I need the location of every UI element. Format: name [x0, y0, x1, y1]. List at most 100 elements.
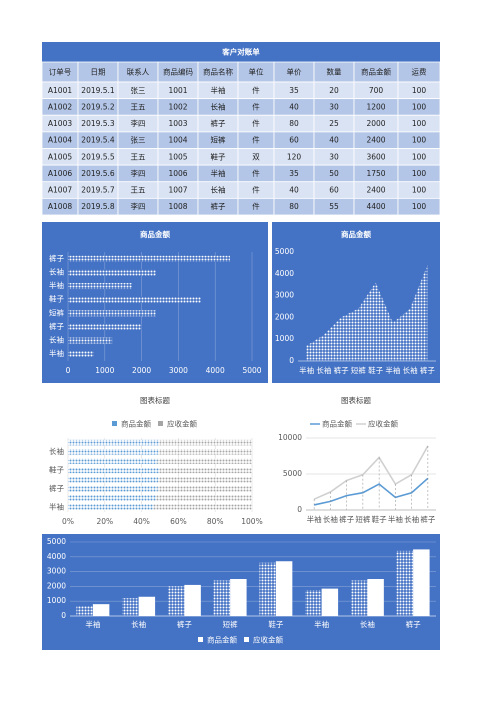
x-tick-label: 裤子 — [177, 619, 192, 629]
header-text: 日期 — [91, 68, 106, 77]
bar-segment — [156, 495, 252, 501]
area — [306, 265, 428, 361]
row-text: 1004 — [168, 136, 187, 145]
chart-title: 商品金额 — [341, 229, 371, 239]
chart-title: 图表标题 — [341, 395, 371, 405]
bar — [396, 550, 414, 616]
bar — [76, 605, 93, 616]
bar — [68, 351, 94, 358]
x-tick-label: 0% — [62, 517, 74, 526]
row-text: A1005 — [48, 152, 72, 161]
row-text: 1001 — [168, 86, 187, 95]
x-tick-label: 3000 — [169, 366, 188, 375]
x-tick-label: 80% — [207, 517, 224, 526]
y-tick-label: 5000 — [47, 537, 66, 546]
row-text: 裤子 — [211, 201, 226, 211]
bar — [68, 269, 157, 276]
row-text: 长袖 — [211, 101, 226, 111]
bar — [92, 604, 110, 616]
legend-swatch — [158, 421, 163, 426]
y-tick-label: 半袖 — [49, 501, 64, 511]
x-tick-label: 长袖 — [404, 514, 419, 524]
y-tick-label: 长袖 — [49, 446, 64, 456]
header-text: 商品编码 — [163, 67, 193, 77]
bar — [68, 323, 142, 330]
x-tick-label: 裤子 — [420, 514, 435, 524]
row-text: 100 — [412, 119, 427, 128]
y-tick-label: 1000 — [47, 596, 66, 605]
chart-title: 图表标题 — [140, 395, 170, 405]
legend-label: 商品金额 — [207, 635, 237, 645]
x-tick-label: 长袖 — [131, 619, 146, 629]
bar-segment — [68, 486, 158, 492]
bar — [68, 255, 230, 262]
row-text: 鞋子 — [211, 151, 226, 161]
bar-segment — [68, 458, 158, 464]
row-text: 1003 — [168, 119, 187, 128]
row-cell — [397, 197, 441, 216]
bar — [275, 561, 293, 616]
header-text: 联系人 — [127, 67, 150, 77]
row-text: 件 — [252, 185, 260, 195]
y-tick-label: 裤子 — [49, 253, 64, 263]
x-tick-label: 20% — [96, 517, 113, 526]
bar — [68, 310, 157, 317]
row-text: 60 — [329, 186, 339, 195]
y-tick-label: 裤子 — [49, 483, 64, 493]
row-text: 40 — [289, 102, 299, 111]
x-tick-label: 半袖 — [388, 514, 403, 524]
x-tick-label: 鞋子 — [268, 619, 283, 629]
row-text: 100 — [412, 136, 427, 145]
x-tick-label: 裤子 — [420, 365, 435, 375]
row-text: 30 — [329, 102, 339, 111]
legend-swatch — [244, 637, 249, 642]
row-text: 王五 — [131, 186, 146, 195]
row-text: 件 — [252, 85, 260, 95]
row-text: 2400 — [366, 186, 385, 195]
bar — [230, 579, 247, 616]
row-text: 件 — [252, 201, 260, 211]
row-text: A1006 — [48, 169, 72, 178]
row-text: 1200 — [366, 102, 385, 111]
x-tick-label: 4000 — [206, 366, 225, 375]
row-text: 1008 — [168, 202, 187, 211]
y-tick-label: 0 — [297, 505, 302, 514]
header-text: 单位 — [249, 67, 264, 77]
bar-segment — [68, 439, 159, 446]
x-tick-label: 40% — [133, 517, 150, 526]
row-text: 2019.5.5 — [81, 152, 115, 161]
row-text: 100 — [412, 86, 427, 95]
row-text: 1005 — [168, 152, 187, 161]
legend-swatch — [198, 637, 203, 642]
row-text: 20 — [329, 86, 339, 95]
row-text: 4400 — [366, 202, 385, 211]
x-tick-label: 100% — [241, 517, 262, 526]
x-tick-label: 裤子 — [334, 365, 349, 375]
row-text: 2019.5.1 — [81, 86, 115, 95]
legend-label: 商品金额 — [121, 419, 151, 429]
x-tick-label: 60% — [170, 517, 187, 526]
bar-segment — [68, 449, 159, 455]
header-text: 商品金额 — [361, 67, 391, 77]
y-tick-label: 长袖 — [49, 335, 64, 345]
x-tick-label: 半袖 — [299, 365, 314, 375]
y-tick-label: 半袖 — [49, 280, 64, 290]
row-text: 50 — [329, 169, 339, 178]
bar — [367, 579, 384, 616]
y-tick-label: 半袖 — [49, 348, 64, 358]
x-tick-label: 1000 — [95, 366, 114, 375]
x-tick-label: 半袖 — [307, 514, 322, 524]
bar-segment — [157, 458, 252, 464]
row-text: 王五 — [131, 102, 146, 111]
y-tick-label: 0 — [289, 356, 294, 365]
row-text: 长袖 — [211, 185, 226, 195]
table-title: 客户对账单 — [221, 47, 260, 57]
row-text: 25 — [329, 119, 339, 128]
y-tick-label: 5000 — [283, 469, 302, 478]
row-text: 件 — [252, 168, 260, 178]
x-tick-label: 短裤 — [351, 365, 366, 375]
row-text: 100 — [412, 102, 427, 111]
row-text: 张三 — [131, 86, 146, 95]
y-tick-label: 1000 — [275, 334, 294, 343]
